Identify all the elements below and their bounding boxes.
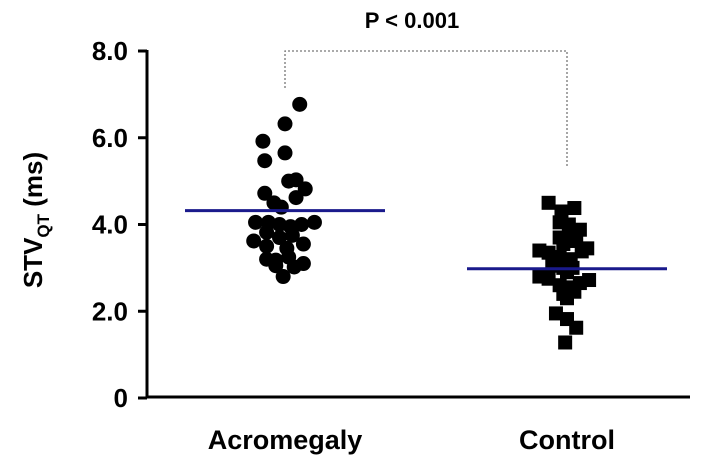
control-point (548, 306, 563, 321)
y-tick-label: 6.0 (92, 123, 128, 153)
category-label-control: Control (519, 425, 615, 455)
acromegaly-point (292, 96, 308, 112)
axes (145, 50, 690, 399)
acromegaly-point (259, 224, 275, 240)
y-ticks: 0 2.0 4.0 6.0 8.0 (92, 36, 147, 413)
bracket-line (284, 50, 568, 166)
control-point (569, 320, 584, 335)
control-point (567, 201, 582, 216)
control-point (560, 291, 574, 306)
acromegaly-point (295, 236, 311, 252)
y-axis-title-unit: (ms) (18, 152, 48, 214)
acromegaly-point (268, 258, 284, 274)
acromegaly-point (294, 217, 310, 232)
y-tick-label: 2.0 (92, 296, 128, 326)
data-points (246, 96, 597, 350)
control-point (554, 204, 569, 219)
acromegaly-point (257, 185, 273, 201)
y-axis-title-subscript: QT (34, 213, 53, 237)
control-point (541, 271, 556, 286)
category-label-acromegaly: Acromegaly (208, 425, 363, 455)
acromegaly-point (277, 145, 293, 161)
y-axis-title: STVQT (ms) (18, 152, 53, 288)
y-tick-label: 8.0 (92, 36, 128, 66)
acromegaly-point (271, 230, 287, 246)
p-value-annotation: P < 0.001 (365, 8, 459, 33)
acromegaly-point (248, 214, 264, 230)
acromegaly-point (306, 214, 322, 230)
control-point (561, 217, 576, 232)
acromegaly-point (277, 116, 293, 132)
acromegaly-point (275, 269, 291, 285)
control-point (556, 237, 571, 252)
y-axis-title-main: STV (18, 237, 48, 288)
category-labels: Acromegaly Control (208, 425, 615, 455)
mean-lines (185, 209, 667, 271)
acromegaly-point (284, 227, 300, 243)
control-point (582, 273, 597, 288)
acromegaly-point (288, 190, 304, 206)
control-point (541, 245, 556, 260)
acromegaly-point (255, 133, 271, 149)
control-point (574, 244, 589, 259)
y-axis-title-text: STVQT (ms) (18, 152, 53, 288)
y-tick-label: 0 (114, 383, 128, 413)
acromegaly-point (257, 153, 273, 169)
significance-bracket (284, 50, 568, 166)
control-point (558, 335, 573, 350)
y-tick-label: 4.0 (92, 210, 128, 240)
acromegaly-point (246, 233, 262, 249)
acromegaly-point (273, 199, 289, 215)
acromegaly-point (288, 172, 304, 188)
acromegaly-point (259, 238, 275, 254)
acromegaly-point (286, 259, 302, 275)
control-point (541, 195, 556, 210)
